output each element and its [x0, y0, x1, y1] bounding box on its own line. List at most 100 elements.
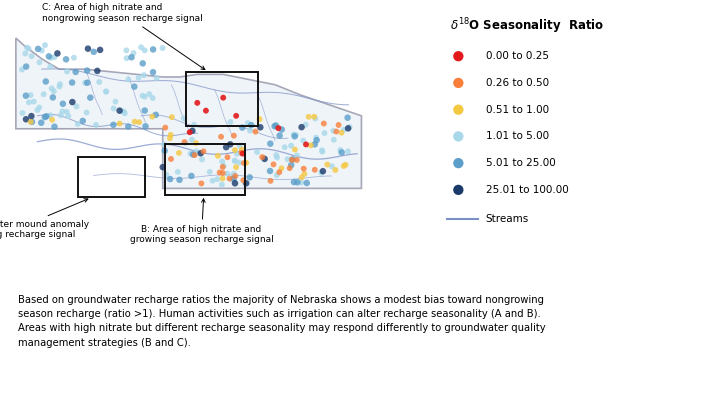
Point	[271, 152, 282, 158]
Point	[228, 171, 240, 177]
Point	[282, 156, 293, 162]
Point	[81, 109, 92, 116]
Point	[259, 156, 271, 162]
Point	[292, 179, 303, 185]
Point	[70, 69, 81, 75]
Point	[204, 169, 215, 175]
Bar	[78, 157, 145, 198]
Point	[146, 113, 158, 120]
Text: Streams: Streams	[486, 214, 529, 224]
Text: 1.01 to 5.00: 1.01 to 5.00	[486, 131, 549, 141]
Point	[328, 128, 339, 134]
Point	[240, 180, 251, 187]
Point	[54, 83, 66, 90]
Point	[250, 128, 261, 135]
Point	[66, 99, 78, 105]
Point	[315, 170, 327, 176]
Point	[295, 179, 307, 186]
Point	[109, 98, 121, 105]
Bar	[186, 72, 258, 126]
Text: A: Groundwater mound anomaly
impacting recharge signal: A: Groundwater mound anomaly impacting r…	[0, 199, 89, 239]
Point	[240, 160, 252, 166]
Point	[229, 180, 240, 187]
Point	[20, 63, 32, 70]
Point	[292, 152, 303, 159]
Point	[26, 113, 37, 119]
Point	[19, 50, 31, 57]
Point	[342, 125, 354, 132]
Point	[57, 100, 68, 107]
Point	[284, 165, 295, 171]
Point	[296, 124, 307, 130]
Point	[39, 114, 50, 120]
Point	[237, 124, 248, 131]
Point	[196, 180, 207, 187]
Text: 0.51 to 1.00: 0.51 to 1.00	[486, 104, 549, 115]
Point	[300, 122, 312, 128]
Point	[40, 78, 52, 85]
Point	[330, 128, 342, 135]
Point	[222, 154, 233, 160]
Point	[166, 114, 178, 120]
Point	[28, 98, 40, 105]
Point	[57, 108, 68, 115]
Point	[214, 169, 225, 176]
Point	[269, 123, 280, 130]
Point	[186, 128, 198, 134]
Point	[253, 116, 265, 122]
Text: 0.00 to 0.25: 0.00 to 0.25	[486, 51, 549, 61]
Point	[45, 55, 57, 61]
Point	[173, 150, 184, 156]
Point	[238, 177, 249, 183]
Point	[216, 181, 228, 188]
Point	[264, 141, 276, 147]
Point	[217, 158, 228, 165]
Point	[107, 122, 119, 128]
Point	[192, 100, 203, 106]
Point	[143, 91, 155, 97]
Text: B: Area of high nitrate and
growing season recharge signal: B: Area of high nitrate and growing seas…	[130, 199, 274, 244]
Point	[225, 141, 236, 147]
Point	[139, 47, 150, 53]
Point	[129, 118, 140, 125]
Point	[137, 60, 148, 66]
Point	[157, 164, 168, 171]
Point	[52, 50, 63, 57]
Point	[305, 142, 317, 149]
Point	[184, 129, 195, 136]
Text: Based on groundwater recharge ratios the majority of Nebraska shows a modest bia: Based on groundwater recharge ratios the…	[18, 294, 546, 348]
Point	[285, 162, 297, 168]
Point	[230, 113, 242, 119]
Point	[244, 128, 256, 134]
Point	[47, 94, 58, 101]
Point	[84, 94, 96, 101]
Point	[207, 177, 218, 184]
Point	[335, 147, 346, 153]
Point	[264, 168, 276, 174]
Point	[165, 156, 176, 162]
Point	[342, 115, 354, 121]
Point	[273, 125, 284, 131]
Point	[190, 140, 202, 146]
Point	[147, 95, 158, 101]
Point	[132, 75, 144, 81]
Point	[233, 159, 245, 166]
Point	[151, 75, 163, 81]
Point	[133, 119, 145, 126]
Point	[25, 92, 37, 98]
Point	[45, 64, 56, 70]
Point	[231, 151, 243, 157]
Point	[20, 92, 32, 99]
Bar	[165, 144, 245, 195]
Point	[161, 171, 172, 178]
Point	[195, 150, 207, 156]
Point	[71, 103, 82, 110]
Point	[271, 154, 283, 161]
Point	[158, 141, 170, 147]
Point	[228, 132, 240, 139]
Point	[217, 94, 229, 101]
Point	[198, 148, 210, 155]
Point	[25, 119, 37, 125]
Point	[340, 162, 351, 168]
Point	[333, 122, 344, 128]
